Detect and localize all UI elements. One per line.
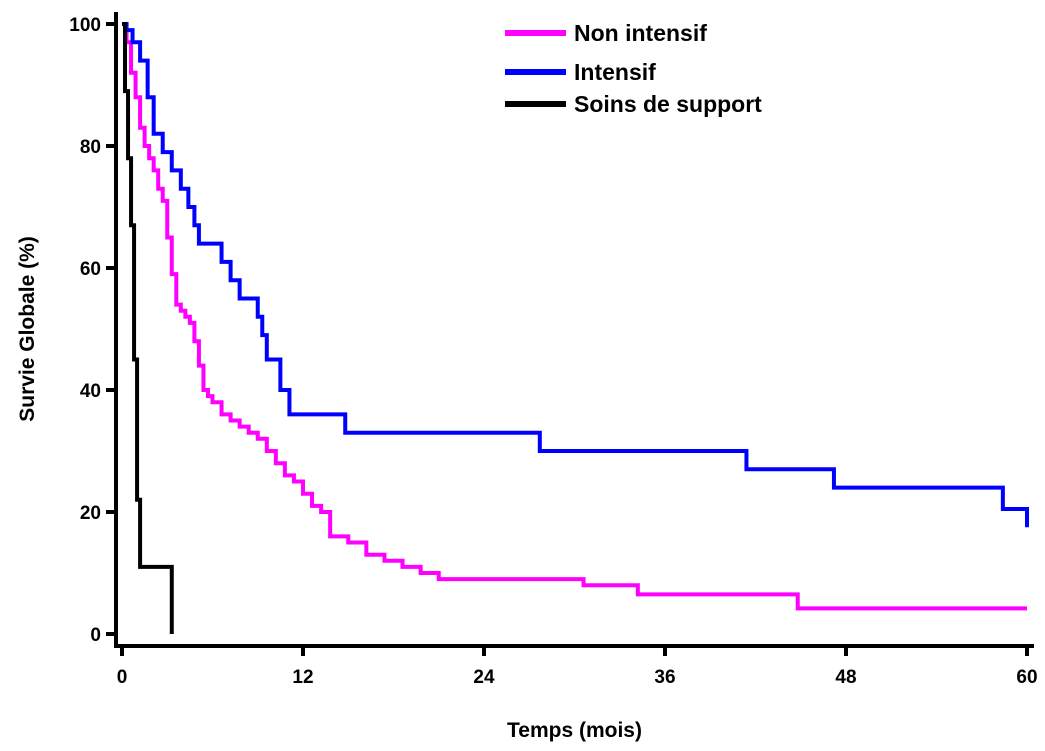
y-axis-title: Survie Globale (%): [16, 236, 39, 422]
x-tick-label: 48: [835, 667, 856, 688]
y-tick-label: 40: [80, 381, 101, 402]
legend-label: Soins de support: [574, 91, 762, 117]
legend-label: Non intensif: [574, 20, 707, 46]
x-tick-label: 0: [117, 667, 128, 688]
series-line-1: [122, 22, 1029, 528]
x-tick-label: 24: [473, 667, 495, 688]
y-tick-label: 0: [90, 625, 101, 646]
x-tick-label: 60: [1016, 667, 1037, 688]
y-tick-label: 80: [80, 137, 101, 158]
x-axis-ticks: 0 12 24 36 48 60: [117, 646, 1038, 688]
legend: Non intensif Intensif Soins de support: [505, 20, 762, 117]
x-tick-label: 12: [292, 667, 313, 688]
legend-label: Intensif: [574, 59, 656, 85]
series-line-2: [122, 22, 174, 634]
series-line-0: [122, 22, 1027, 611]
y-tick-label: 100: [69, 15, 101, 36]
x-axis-title: Temps (mois): [507, 719, 642, 742]
x-tick-label: 36: [654, 667, 675, 688]
y-axis-ticks: 0 20 40 60 80 100: [69, 15, 116, 646]
series-lines: [122, 22, 1029, 634]
y-tick-label: 20: [80, 503, 101, 524]
y-tick-label: 60: [80, 259, 101, 280]
